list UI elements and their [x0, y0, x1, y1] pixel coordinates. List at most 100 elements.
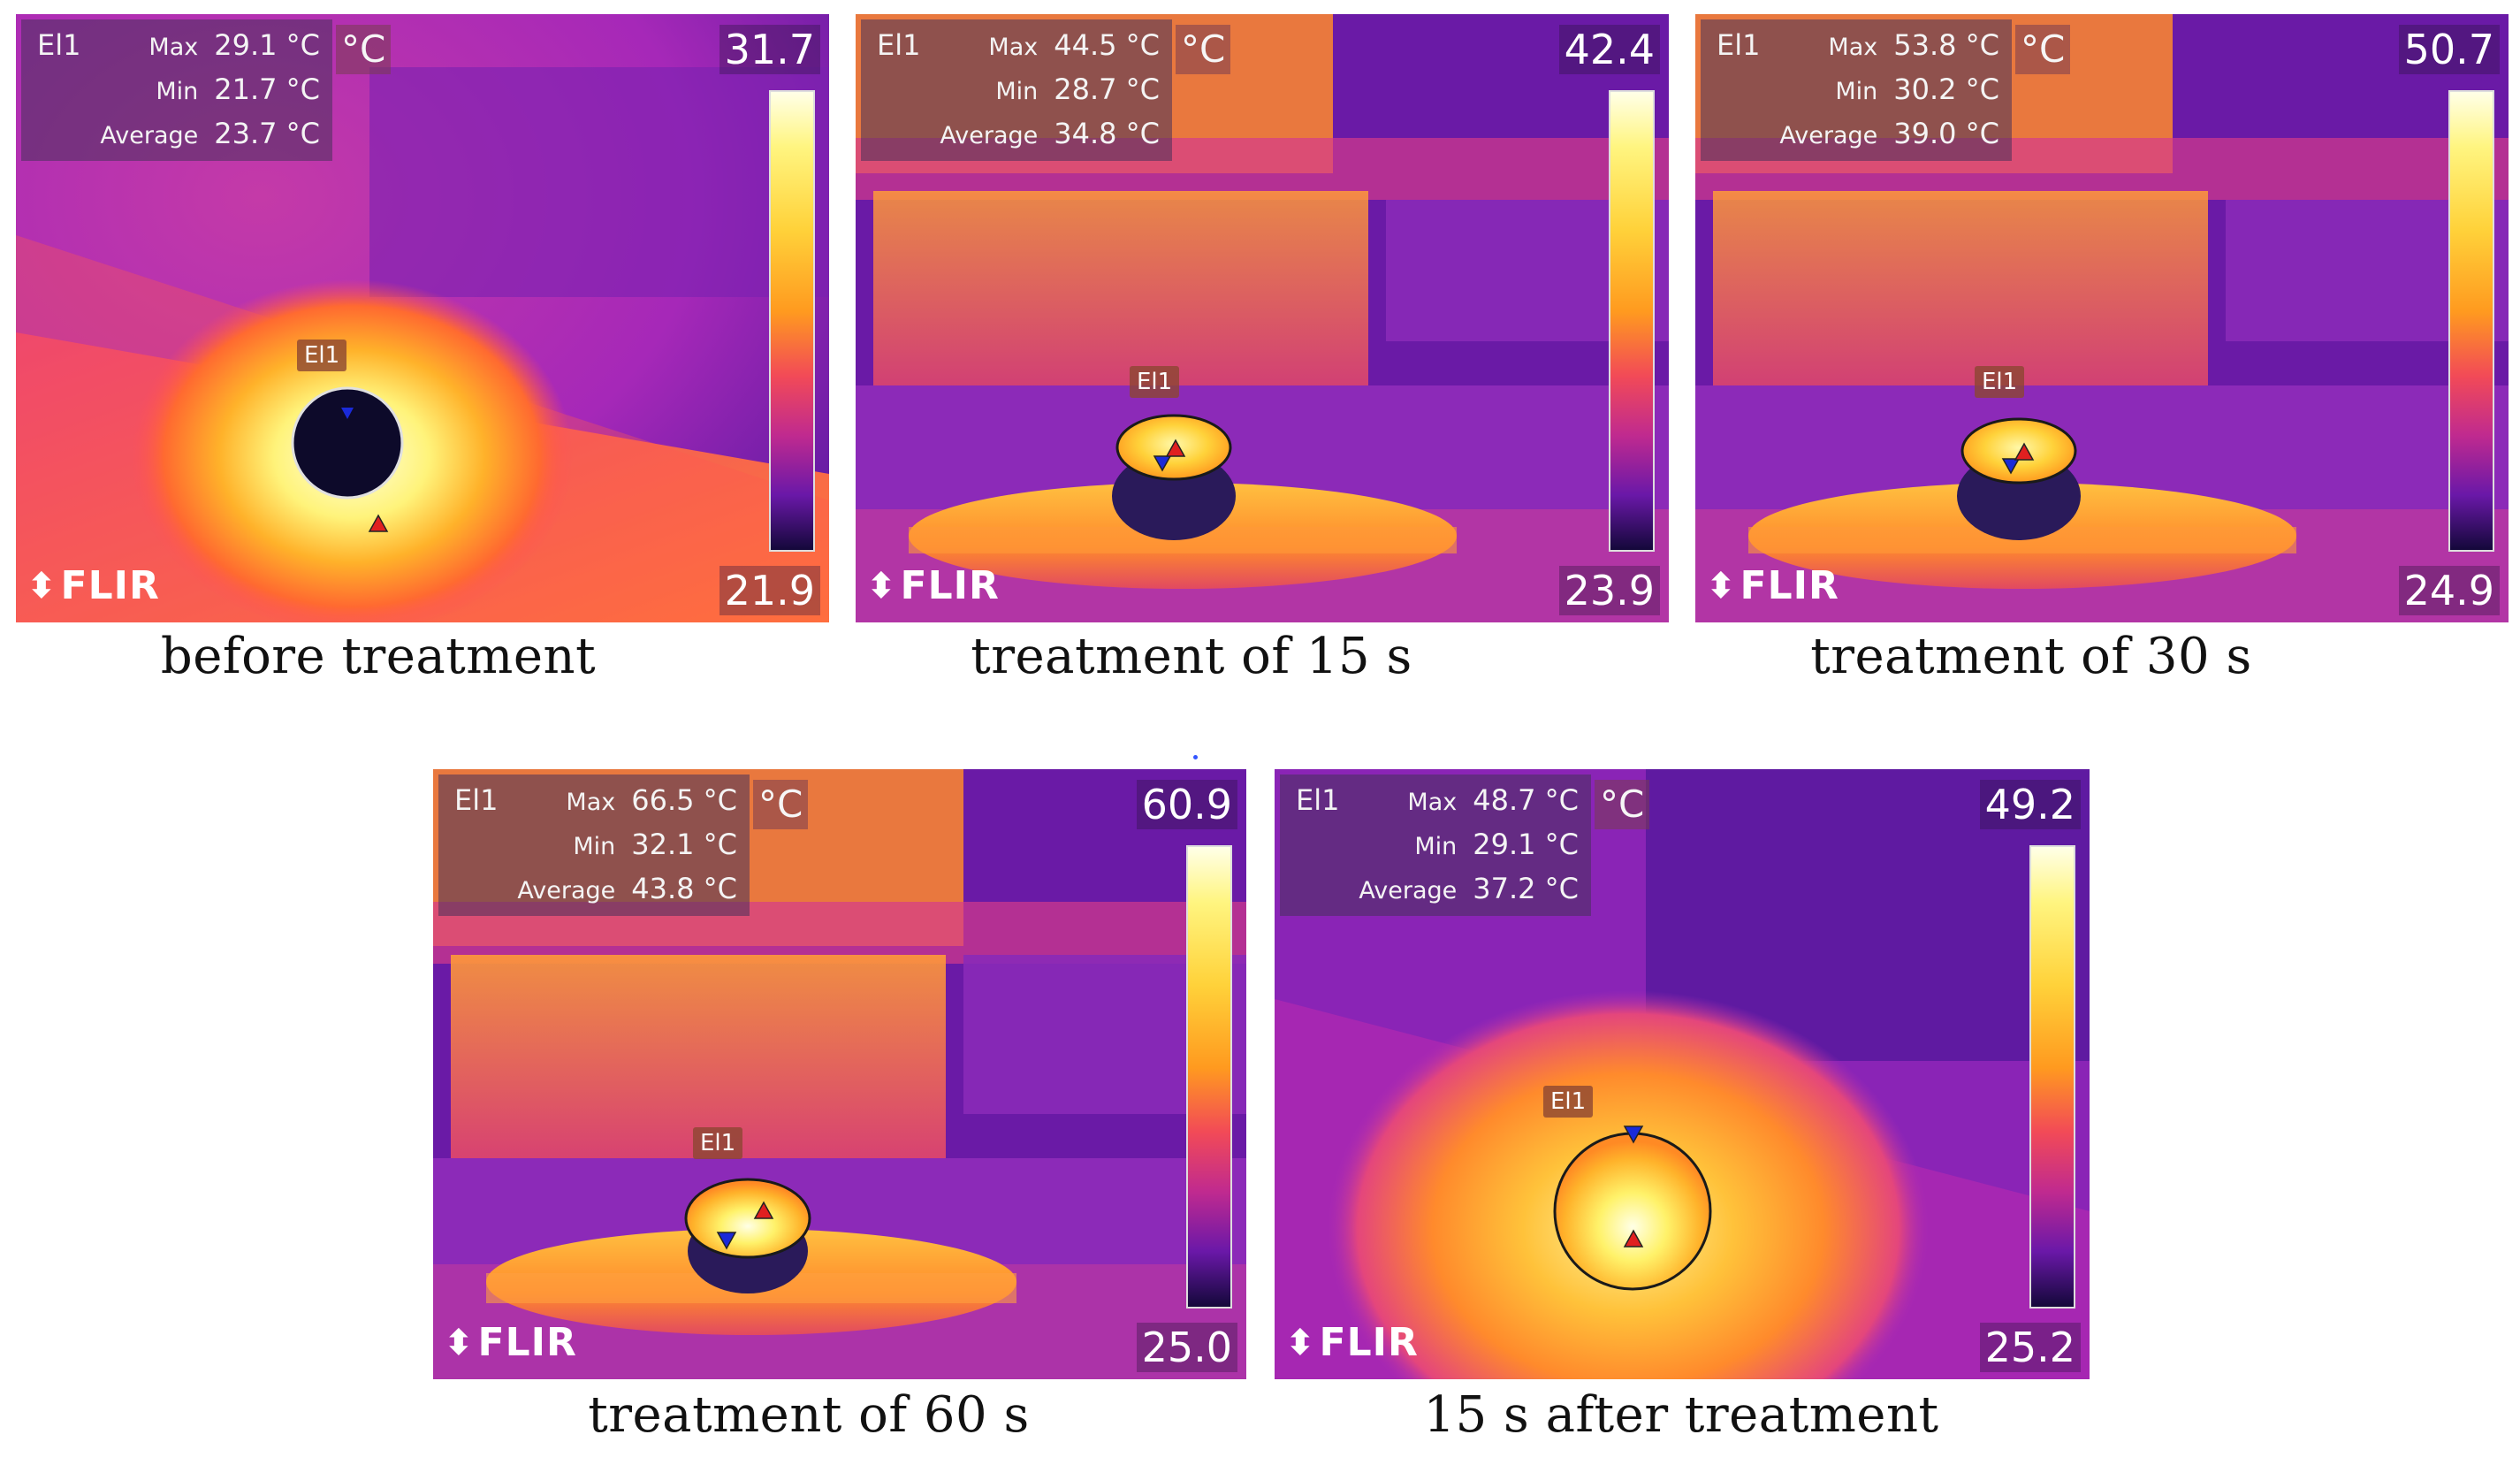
roi-label: El1	[1296, 783, 1340, 817]
thermal-image-treatment-15s: El1 Max 44.5 °C Min 28.7 °C Average 34.8…	[856, 14, 1669, 622]
roi-label: El1	[877, 28, 921, 62]
max-label: Max	[1407, 789, 1458, 816]
thermal-image-treatment-30s: El1 Max 53.8 °C Min 30.2 °C Average 39.0…	[1695, 14, 2509, 622]
unit-label: °C	[753, 780, 809, 829]
flir-mark-icon: ⬍	[1706, 565, 1737, 607]
flir-logo: ⬍ FLIR	[1706, 563, 1839, 608]
measurement-box: El1 Max 48.7 °C Min 29.1 °C Average 37.2…	[1280, 774, 1591, 916]
thermal-image-treatment-60s: El1 Max 66.5 °C Min 32.1 °C Average 43.8…	[433, 769, 1246, 1379]
max-label: Max	[1828, 34, 1878, 61]
flir-mark-icon: ⬍	[1285, 1322, 1316, 1363]
min-value: 30.2 °C	[1893, 72, 1999, 106]
average-label: Average	[940, 122, 1039, 149]
scale-max-value: 42.4	[1558, 25, 1660, 74]
stray-dot	[1193, 755, 1198, 759]
flir-logo: ⬍ FLIR	[1285, 1320, 1419, 1365]
max-value: 53.8 °C	[1893, 28, 1999, 62]
min-label: Min	[156, 78, 199, 105]
roi-label: El1	[37, 28, 81, 62]
min-marker	[1153, 455, 1172, 472]
max-marker	[368, 514, 389, 532]
measurement-box: El1 Max 66.5 °C Min 32.1 °C Average 43.8…	[438, 774, 750, 916]
roi-label: El1	[1717, 28, 1761, 62]
roi-tag: El1	[693, 1127, 743, 1159]
average-value: 23.7 °C	[214, 117, 320, 150]
max-value: 29.1 °C	[214, 28, 320, 62]
measurement-box: El1 Max 53.8 °C Min 30.2 °C Average 39.0…	[1701, 19, 2012, 161]
average-value: 34.8 °C	[1054, 117, 1160, 150]
max-label: Max	[988, 34, 1039, 61]
measurement-box: El1 Max 44.5 °C Min 28.7 °C Average 34.8…	[861, 19, 1172, 161]
measurement-box: El1 Max 29.1 °C Min 21.7 °C Average 23.7…	[21, 19, 332, 161]
flir-logo: ⬍ FLIR	[444, 1320, 577, 1365]
scale-min-value: 25.0	[1136, 1323, 1237, 1372]
average-value: 43.8 °C	[631, 872, 737, 905]
scale-min-value: 25.2	[1979, 1323, 2081, 1372]
min-value: 32.1 °C	[631, 828, 737, 861]
color-scale-bar	[1186, 845, 1232, 1309]
thermal-scene	[16, 14, 829, 622]
max-marker	[753, 1201, 774, 1219]
min-marker	[341, 408, 354, 419]
color-scale-bar	[2029, 845, 2075, 1309]
flir-logo: ⬍ FLIR	[27, 563, 160, 608]
scale-max-value: 31.7	[719, 25, 820, 74]
scale-min-value: 21.9	[719, 566, 820, 615]
average-label: Average	[1359, 877, 1458, 904]
min-label: Min	[1835, 78, 1878, 105]
ellipse-roi	[1960, 417, 2077, 485]
min-value: 29.1 °C	[1473, 828, 1579, 861]
scale-min-value: 24.9	[2398, 566, 2500, 615]
max-value: 48.7 °C	[1473, 783, 1579, 817]
max-value: 44.5 °C	[1054, 28, 1160, 62]
max-label: Max	[148, 34, 199, 61]
scale-max-value: 49.2	[1979, 780, 2081, 829]
ellipse-roi	[291, 386, 404, 500]
flir-mark-icon: ⬍	[27, 565, 57, 607]
thermal-scene	[433, 769, 1246, 1379]
caption-after-treatment: 15 s after treatment	[1423, 1386, 1939, 1444]
unit-label: °C	[336, 25, 392, 74]
max-marker	[2014, 442, 2035, 461]
caption-treatment-15s: treatment of 15 s	[971, 628, 1412, 685]
roi-tag: El1	[297, 340, 347, 371]
min-value: 21.7 °C	[214, 72, 320, 106]
caption-treatment-30s: treatment of 30 s	[1810, 628, 2252, 685]
unit-label: °C	[1176, 25, 1231, 74]
min-value: 28.7 °C	[1054, 72, 1160, 106]
average-value: 37.2 °C	[1473, 872, 1579, 905]
max-marker	[1165, 439, 1186, 457]
thermal-scene	[1695, 14, 2509, 622]
caption-treatment-60s: treatment of 60 s	[588, 1386, 1030, 1444]
roi-tag: El1	[1543, 1086, 1594, 1118]
color-scale-bar	[2448, 90, 2494, 552]
roi-tag: El1	[1975, 366, 2025, 398]
thermal-image-before-treatment: El1 Max 29.1 °C Min 21.7 °C Average 23.7…	[16, 14, 829, 622]
thermal-image-after-treatment: El1 Max 48.7 °C Min 29.1 °C Average 37.2…	[1275, 769, 2090, 1379]
average-label: Average	[1779, 122, 1878, 149]
flir-mark-icon: ⬍	[866, 565, 897, 607]
min-label: Min	[573, 833, 616, 860]
average-label: Average	[100, 122, 199, 149]
roi-tag: El1	[1130, 366, 1180, 398]
ellipse-roi	[684, 1178, 811, 1259]
unit-label: °C	[2015, 25, 2071, 74]
flir-logo: ⬍ FLIR	[866, 563, 1000, 608]
average-label: Average	[517, 877, 616, 904]
roi-label: El1	[454, 783, 499, 817]
caption-before-treatment: before treatment	[160, 628, 597, 685]
max-label: Max	[566, 789, 616, 816]
min-marker	[1623, 1125, 1644, 1144]
color-scale-bar	[769, 90, 815, 552]
scale-max-value: 50.7	[2398, 25, 2500, 74]
scale-max-value: 60.9	[1136, 780, 1237, 829]
min-marker	[716, 1232, 737, 1250]
min-marker	[2001, 458, 2021, 475]
color-scale-bar	[1609, 90, 1655, 552]
flir-mark-icon: ⬍	[444, 1322, 475, 1363]
unit-label: °C	[1595, 780, 1650, 829]
scale-min-value: 23.9	[1558, 566, 1660, 615]
average-value: 39.0 °C	[1893, 117, 1999, 150]
max-value: 66.5 °C	[631, 783, 737, 817]
min-label: Min	[995, 78, 1039, 105]
